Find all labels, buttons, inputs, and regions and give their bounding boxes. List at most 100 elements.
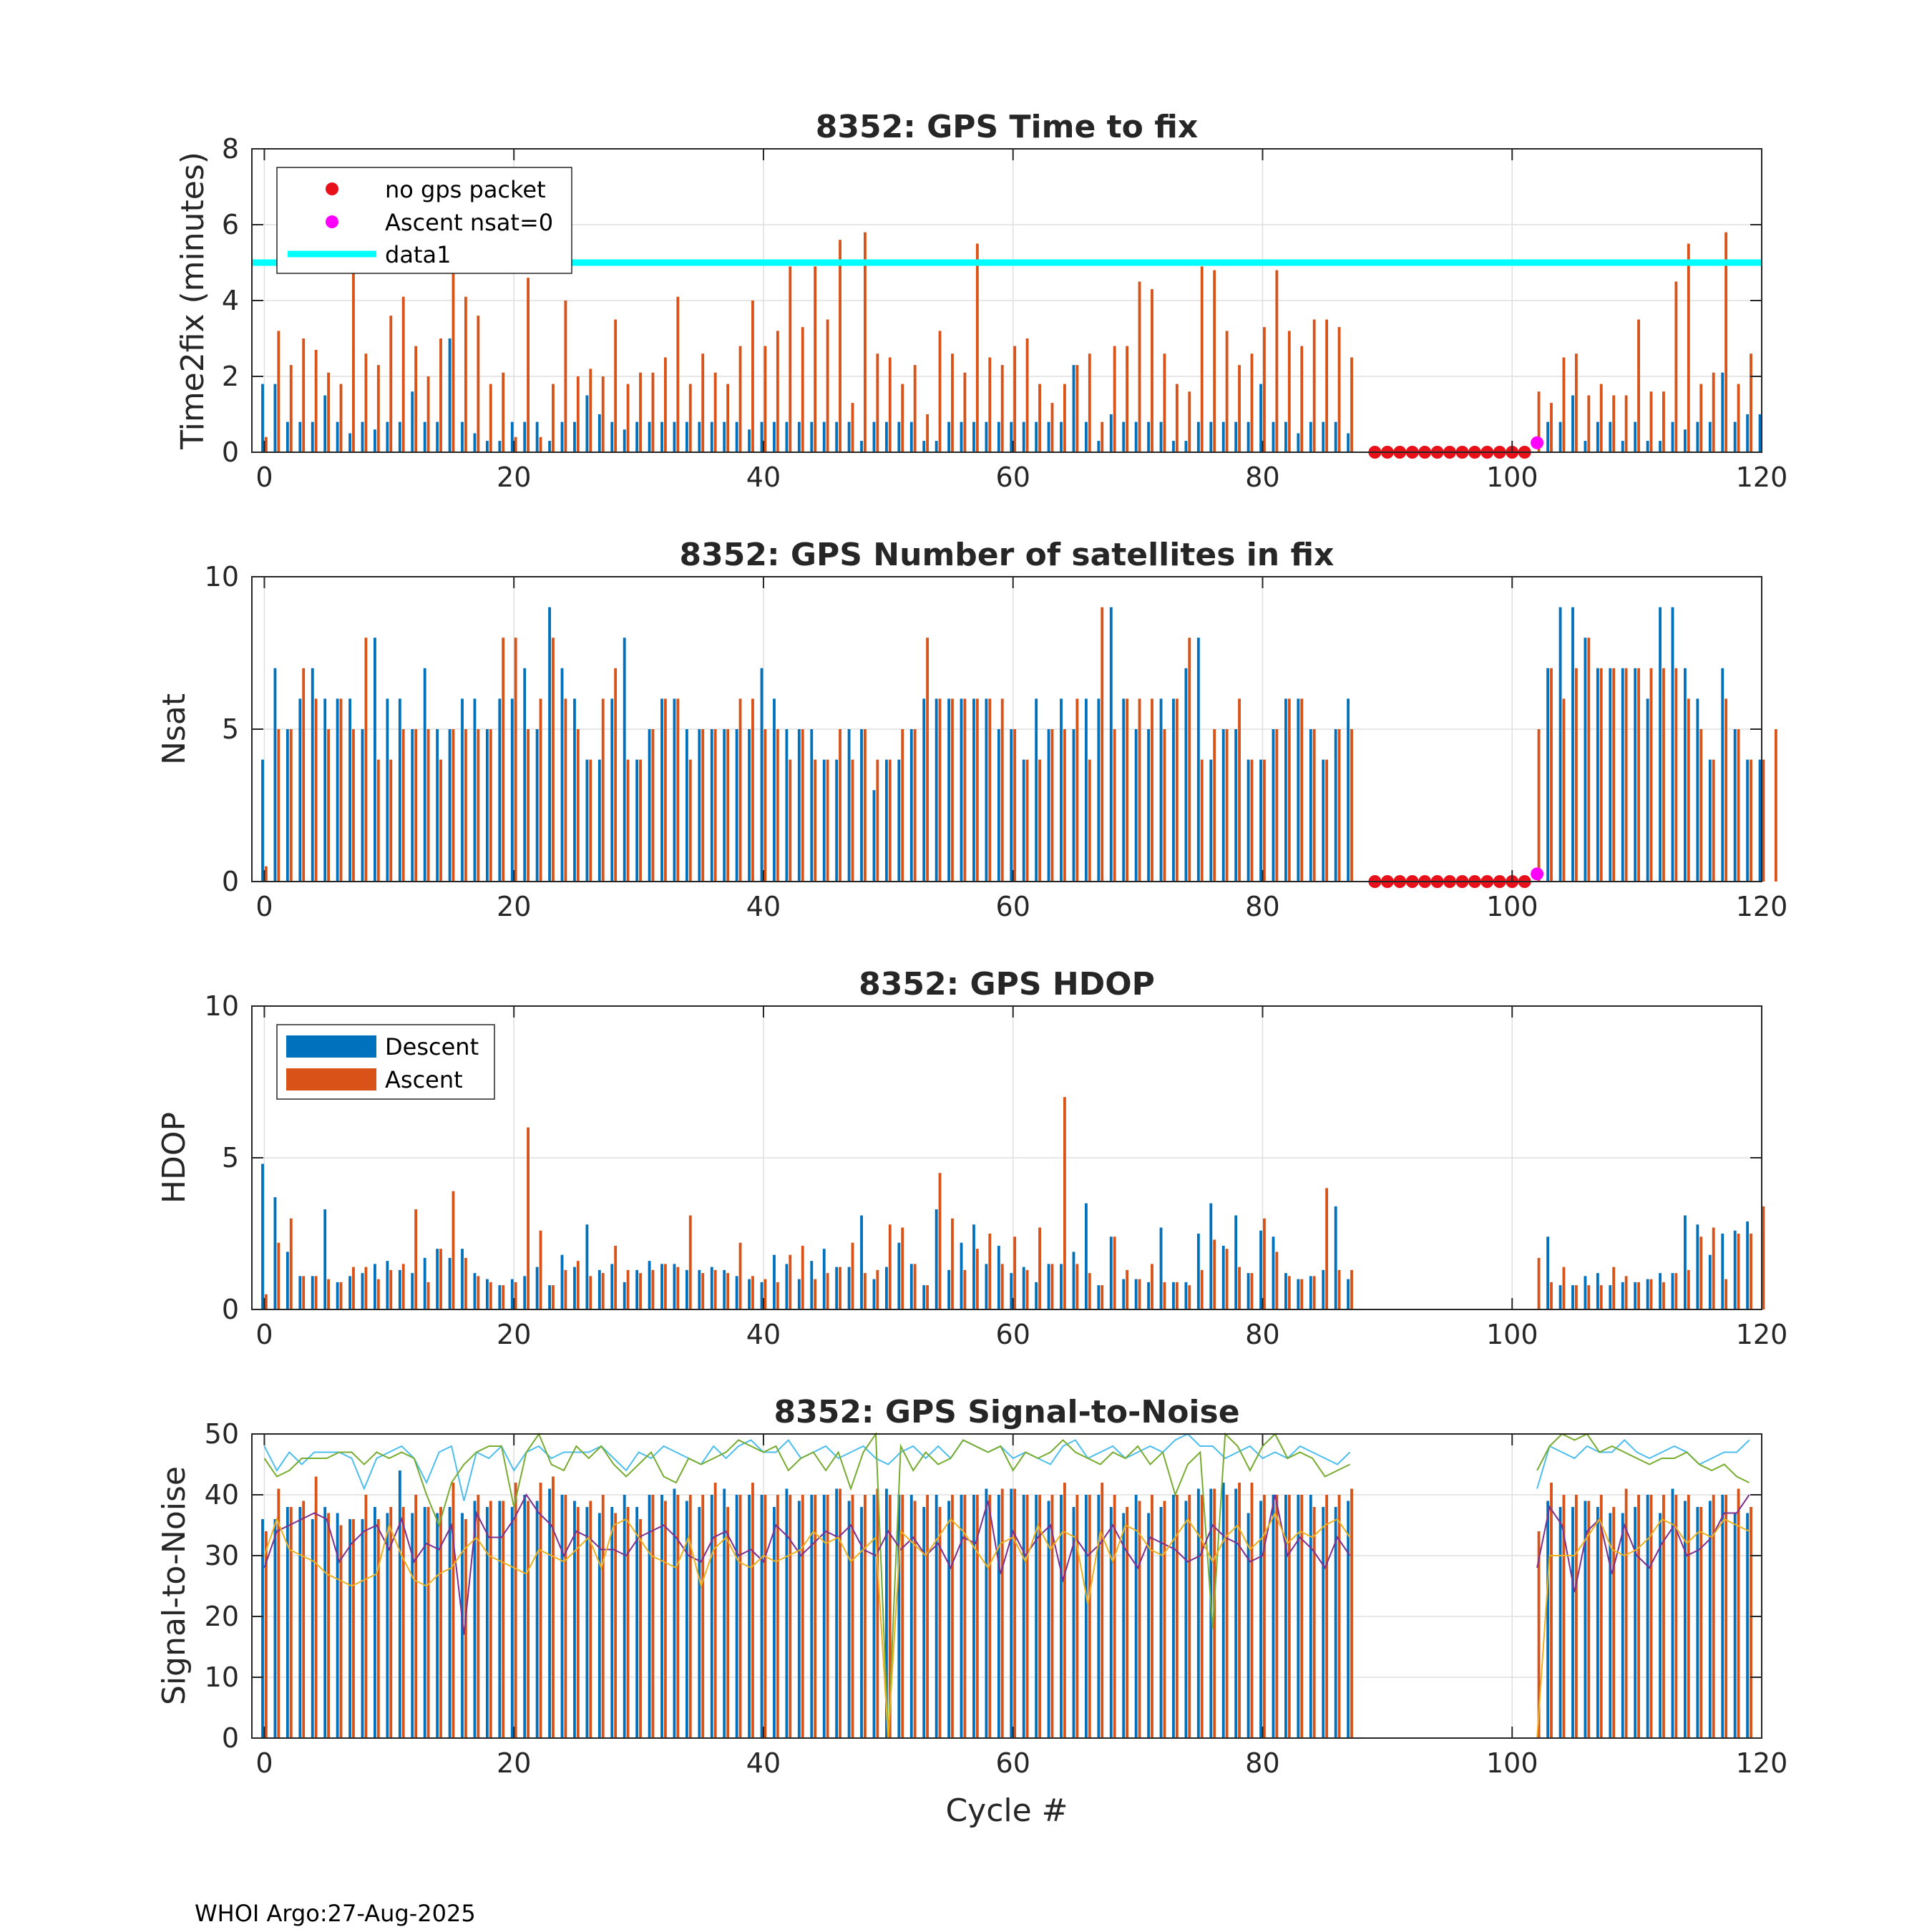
bar-ascent bbox=[502, 1501, 505, 1738]
bar-descent bbox=[847, 729, 851, 882]
bar-ascent bbox=[576, 1261, 580, 1309]
bar-ascent bbox=[1562, 357, 1566, 452]
bar-descent bbox=[648, 1261, 651, 1309]
bar-descent bbox=[985, 698, 988, 882]
bar-descent bbox=[1196, 1234, 1200, 1309]
bar-ascent bbox=[614, 1245, 618, 1309]
x-tick-label: 20 bbox=[497, 1747, 531, 1779]
bar-ascent bbox=[1263, 759, 1266, 882]
bar-ascent bbox=[389, 1507, 393, 1738]
bar-descent bbox=[573, 698, 576, 882]
bar-descent bbox=[1733, 1230, 1737, 1309]
bar-ascent bbox=[626, 1507, 630, 1738]
bar-descent bbox=[535, 729, 539, 882]
bar-ascent bbox=[1025, 338, 1029, 452]
bar-ascent bbox=[539, 1230, 542, 1309]
bar-ascent bbox=[1025, 1269, 1029, 1309]
bar-ascent bbox=[1300, 1495, 1304, 1738]
bar-ascent bbox=[527, 729, 530, 882]
bar-ascent bbox=[601, 698, 605, 882]
bar-descent bbox=[1184, 1282, 1188, 1309]
bar-ascent bbox=[1674, 281, 1678, 452]
bar-ascent bbox=[289, 365, 293, 452]
bar-descent bbox=[1184, 668, 1188, 882]
bar-descent bbox=[361, 1519, 364, 1738]
bar-descent bbox=[635, 1269, 639, 1309]
bar-ascent bbox=[1038, 1227, 1041, 1309]
bar-descent bbox=[723, 421, 726, 452]
bar-ascent bbox=[1175, 1495, 1179, 1738]
bar-descent bbox=[273, 384, 277, 452]
bar-descent bbox=[1634, 668, 1637, 882]
bar-descent bbox=[1022, 1495, 1025, 1738]
legend-swatch-ascent-nsat-zero bbox=[326, 215, 338, 228]
bar-ascent bbox=[1712, 1227, 1715, 1309]
bar-descent bbox=[1634, 1282, 1637, 1309]
bar-ascent bbox=[688, 759, 692, 882]
y-tick-label: 5 bbox=[222, 1142, 239, 1174]
legend-label-ascent-nsat-zero: Ascent nsat=0 bbox=[385, 209, 553, 236]
bar-descent bbox=[922, 1285, 926, 1309]
bar-descent bbox=[1035, 1282, 1038, 1309]
bar-descent bbox=[1347, 433, 1350, 452]
bar-descent bbox=[835, 759, 839, 882]
y-tick-label: 30 bbox=[205, 1540, 239, 1571]
bar-ascent bbox=[1574, 1495, 1578, 1738]
x-tick-label: 80 bbox=[1245, 462, 1279, 493]
bar-descent bbox=[461, 1249, 464, 1309]
bar-ascent bbox=[926, 1495, 930, 1738]
bar-ascent bbox=[776, 331, 779, 452]
tick-labels: 0 20 40 60 80 100 120 0 2 4 6 8 bbox=[222, 133, 1787, 493]
bar-descent bbox=[386, 421, 389, 452]
bar-descent bbox=[947, 1501, 951, 1738]
bar-descent bbox=[485, 1279, 489, 1309]
bar-ascent bbox=[639, 759, 642, 882]
bar-descent bbox=[1708, 421, 1712, 452]
bar-ascent bbox=[527, 1501, 530, 1738]
bar-ascent bbox=[963, 372, 967, 452]
bar-descent bbox=[847, 1267, 851, 1309]
bar-ascent bbox=[439, 338, 442, 452]
bar-ascent bbox=[327, 1513, 330, 1738]
bar-ascent bbox=[1088, 1495, 1091, 1738]
bar-ascent bbox=[277, 729, 280, 882]
bar-descent bbox=[374, 638, 376, 882]
bar-descent bbox=[1571, 607, 1574, 882]
x-tick-label: 60 bbox=[996, 1747, 1030, 1779]
bar-descent bbox=[336, 1282, 339, 1309]
bar-descent bbox=[1558, 607, 1562, 882]
legend-swatch-no-gps-packet bbox=[326, 182, 338, 195]
bar-descent bbox=[1234, 1215, 1238, 1309]
bar-ascent bbox=[426, 1507, 430, 1738]
bar-ascent bbox=[1662, 1282, 1665, 1309]
bar-descent bbox=[1159, 1507, 1163, 1738]
bar-descent bbox=[1746, 414, 1750, 452]
bar-descent bbox=[1309, 1495, 1312, 1738]
bar-descent bbox=[1147, 729, 1151, 882]
bar-descent bbox=[947, 698, 951, 882]
bar-descent bbox=[835, 1488, 839, 1738]
bar-descent bbox=[710, 729, 713, 882]
bar-ascent bbox=[951, 1218, 954, 1309]
bar-descent bbox=[1646, 1279, 1649, 1309]
bar-descent bbox=[922, 698, 926, 882]
bar-descent bbox=[485, 1507, 489, 1738]
bar-descent bbox=[1221, 729, 1225, 882]
bar-descent bbox=[673, 698, 676, 882]
bar-ascent bbox=[277, 331, 280, 452]
x-tick-label: 80 bbox=[1245, 891, 1279, 922]
bar-descent bbox=[448, 1507, 452, 1738]
bar-descent bbox=[897, 1242, 901, 1309]
bar-ascent bbox=[1163, 1282, 1166, 1309]
bar-descent bbox=[1084, 421, 1088, 452]
bar-descent bbox=[1097, 1285, 1101, 1309]
bar-descent bbox=[872, 421, 876, 452]
bar-ascent bbox=[1699, 1236, 1703, 1309]
bar-ascent bbox=[1612, 668, 1616, 882]
bar-ascent bbox=[452, 270, 455, 452]
bar-descent bbox=[1596, 421, 1599, 452]
x-tick-label: 60 bbox=[996, 1319, 1030, 1350]
bar-descent bbox=[1072, 1252, 1075, 1309]
bar-ascent bbox=[489, 1501, 492, 1738]
bar-ascent bbox=[477, 1276, 480, 1309]
